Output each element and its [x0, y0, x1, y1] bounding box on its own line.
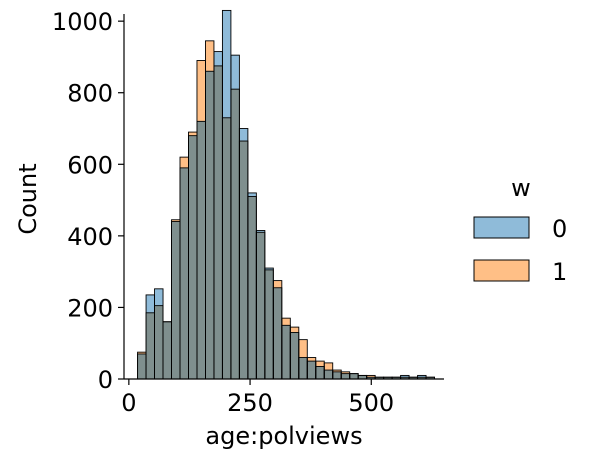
bar-overlap	[400, 377, 410, 379]
bar-overlap	[239, 141, 248, 379]
bar-overlap	[171, 221, 180, 379]
x-tick-label: 500	[348, 389, 394, 417]
legend-label-1: 1	[552, 258, 567, 286]
bar-overlap	[307, 361, 316, 379]
legend: w 0 1	[473, 174, 567, 286]
x-axis-ticks: 0 250 500	[121, 379, 394, 417]
bar-overlap	[273, 287, 282, 379]
bar-overlap	[315, 366, 325, 379]
bar-overlap	[256, 232, 265, 379]
y-axis-label: Count	[14, 163, 42, 234]
bar-overlap	[290, 332, 299, 379]
legend-swatch-0	[473, 216, 530, 239]
bar-overlap	[409, 377, 418, 379]
x-tick-label: 0	[121, 389, 136, 417]
y-axis-ticks: 0 200 400 600 800 1000	[52, 8, 124, 394]
bar-overlap	[281, 325, 291, 379]
bar-overlap	[332, 371, 342, 379]
bar-overlap	[196, 121, 206, 380]
bar-overlap	[341, 373, 350, 379]
bar-overlap	[349, 373, 359, 379]
bar-overlap	[426, 377, 435, 379]
bar-overlap	[213, 65, 223, 379]
legend-swatch-1	[473, 259, 530, 282]
legend-title: w	[511, 174, 531, 202]
bar-overlap	[375, 377, 384, 379]
bar-overlap	[137, 353, 147, 379]
y-tick-label: 600	[67, 151, 113, 179]
bar-overlap	[324, 370, 333, 379]
y-tick-label: 200	[67, 294, 113, 322]
y-tick-label: 1000	[52, 8, 113, 36]
bar-overlap	[205, 71, 214, 379]
bar-overlap	[154, 305, 164, 379]
bar-overlap	[222, 117, 231, 380]
overlap-bars	[137, 65, 435, 380]
x-axis-label: age:polviews	[205, 422, 362, 450]
bar-overlap	[264, 269, 274, 379]
bar-overlap	[392, 377, 401, 379]
bar-overlap	[366, 377, 376, 379]
y-tick-label: 0	[98, 366, 113, 394]
x-tick-label: 250	[227, 389, 273, 417]
bar-overlap	[230, 89, 240, 379]
bar-overlap	[180, 167, 189, 379]
bar-overlap	[417, 377, 427, 379]
bar-overlap	[146, 312, 155, 379]
y-tick-label: 400	[67, 223, 113, 251]
legend-label-0: 0	[552, 215, 567, 243]
bar-overlap	[188, 135, 197, 379]
bar-overlap	[383, 377, 393, 379]
bar-overlap	[358, 375, 367, 379]
bar-overlap	[298, 357, 308, 379]
y-tick-label: 800	[67, 80, 113, 108]
bar-overlap	[163, 321, 172, 379]
bar-overlap	[247, 196, 257, 379]
